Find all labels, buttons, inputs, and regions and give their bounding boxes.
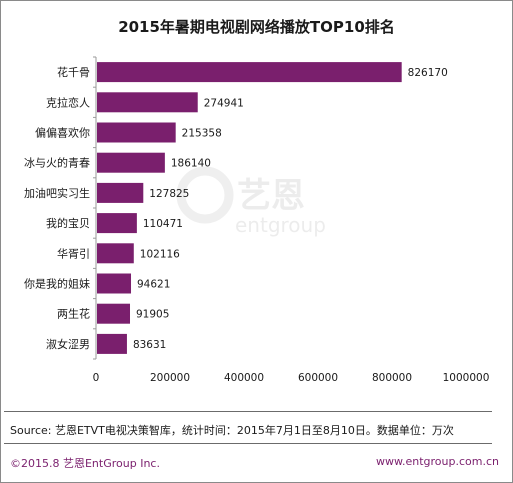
bar-chart: 花千骨 826170 克拉恋人 274941 偏偏喜欢你 215358 冰与火的青春 1861… (24, 56, 490, 384)
footer-website: www.entgroup.com.cn (376, 455, 499, 468)
category-label: 你是我的姐妹 (24, 277, 90, 291)
value-label: 102116 (140, 248, 180, 260)
value-label: 186140 (171, 158, 211, 170)
watermark-en: entgroup (235, 213, 326, 237)
value-label: 94621 (137, 279, 170, 291)
category-label: 华胥引 (57, 246, 90, 260)
bar (97, 333, 127, 354)
value-label: 274941 (204, 97, 244, 109)
category-label: 冰与火的青春 (24, 156, 90, 170)
bar (97, 92, 198, 113)
watermark-logo: 艺恩 entgroup (175, 160, 355, 244)
bar (97, 243, 134, 264)
source-note: Source: 艺恩ETVT电视决策智库，统计时间：2015年7月1日至8月10… (10, 424, 454, 437)
category-label: 淑女涩男 (46, 337, 90, 351)
bar (97, 303, 131, 324)
x-tick-label: 800000 (372, 372, 412, 384)
category-label: 两生花 (57, 307, 90, 321)
x-tick-label: 400000 (224, 372, 264, 384)
category-label: 我的宝贝 (46, 216, 90, 230)
category-label: 加油吧实习生 (24, 186, 90, 200)
value-label: 83631 (133, 339, 166, 351)
bar (97, 273, 132, 294)
x-tick-label: 600000 (298, 372, 338, 384)
value-label: 110471 (143, 218, 183, 230)
chart-title: 2015年暑期电视剧网络播放TOP10排名 (118, 18, 395, 36)
watermark-cn: 艺恩 (237, 176, 305, 216)
value-label: 826170 (408, 67, 448, 79)
watermark-e-icon (176, 166, 234, 224)
footer-copyright: ©2015.8 艺恩EntGroup Inc. (10, 457, 160, 470)
bar (97, 213, 137, 234)
category-label: 偏偏喜欢你 (35, 126, 90, 140)
source-divider-bottom (4, 443, 492, 444)
x-tick-label: 200000 (150, 372, 190, 384)
bar (97, 122, 176, 143)
bar (97, 182, 144, 203)
source-divider-top (4, 411, 492, 412)
bar (97, 152, 165, 173)
category-label: 花千骨 (57, 66, 90, 79)
value-label: 91905 (136, 309, 169, 321)
value-label: 215358 (182, 128, 222, 140)
x-tick-label: 1000000 (443, 372, 490, 384)
category-label: 克拉恋人 (46, 95, 90, 109)
bar (97, 62, 402, 83)
value-label: 127825 (149, 188, 189, 200)
x-tick-label: 0 (93, 372, 100, 384)
